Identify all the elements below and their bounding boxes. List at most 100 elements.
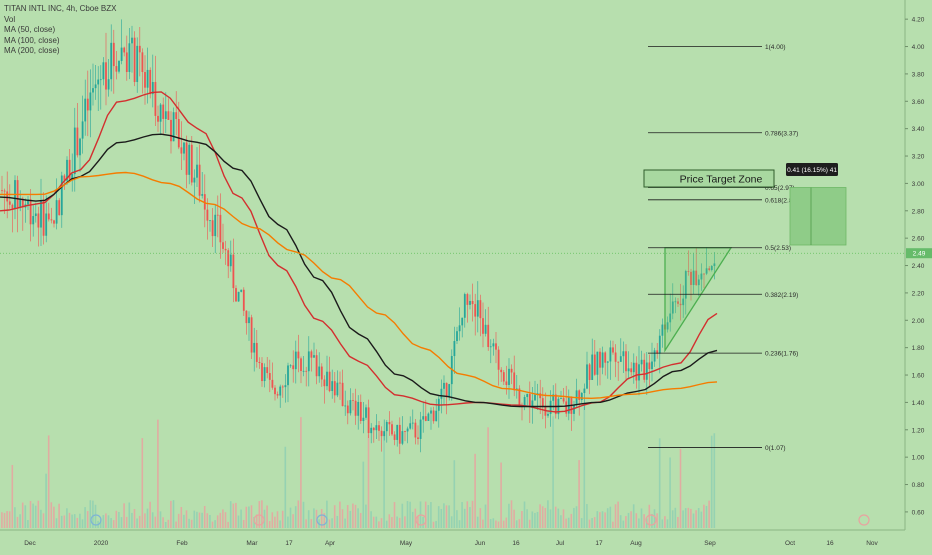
volume-bar (34, 505, 37, 528)
candle-body (700, 273, 703, 280)
legend-ma100[interactable]: MA (100, close) (4, 35, 60, 45)
volume-bar (687, 507, 690, 528)
volume-bar (713, 433, 716, 528)
candle-body (474, 304, 477, 317)
candle-body (284, 385, 287, 388)
volume-bar (461, 502, 463, 528)
volume-bar (586, 504, 588, 528)
candle-body (261, 363, 263, 382)
candle-body (671, 301, 674, 314)
volume-bar (193, 510, 196, 528)
volume-bar (625, 516, 627, 528)
volume-bar (388, 514, 391, 528)
candle-body (144, 72, 146, 88)
volume-bar (8, 511, 11, 528)
candle-body (440, 388, 443, 399)
candle-body (115, 66, 118, 72)
candle-body (3, 190, 6, 192)
volume-bar (562, 509, 565, 528)
candle-body (279, 386, 282, 396)
volume-bar (354, 504, 357, 528)
candle-body (81, 121, 84, 139)
measure-badge (786, 163, 838, 176)
volume-bar (227, 521, 229, 528)
candle-body (661, 324, 664, 336)
candle-body (552, 394, 555, 401)
volume-bar (671, 510, 674, 528)
volume-bar (120, 517, 123, 528)
volume-bar (240, 509, 242, 528)
time-tick-label: Jul (556, 540, 565, 547)
candle-body (539, 393, 542, 399)
price-axis-background (905, 0, 932, 530)
volume-bar (352, 503, 354, 528)
time-tick-label: Oct (785, 540, 795, 547)
volume-bar (242, 519, 245, 528)
candle-body (125, 52, 128, 72)
volume-bar (510, 500, 513, 528)
candle-body (424, 416, 427, 421)
fib-label: 0(1.07) (765, 445, 786, 452)
legend-volume[interactable]: Vol (4, 14, 16, 24)
candle-body (235, 288, 237, 302)
volume-bar (450, 516, 453, 528)
volume-bar (401, 503, 404, 528)
candle-body (458, 325, 461, 332)
candle-body (183, 142, 185, 154)
candle-body (653, 350, 656, 362)
volume-bar (297, 500, 300, 528)
candle-body (674, 301, 677, 303)
candle-body (248, 317, 250, 324)
volume-bar (141, 438, 144, 528)
candle-body (549, 400, 552, 414)
volume-bar (300, 417, 302, 528)
candle-body (656, 350, 659, 354)
candle-body (378, 425, 380, 431)
volume-bar (570, 513, 573, 528)
candle-body (266, 367, 269, 374)
volume-bar (313, 508, 315, 528)
time-tick-label: 17 (285, 540, 293, 547)
candle-body (73, 127, 76, 175)
candle-body (497, 349, 500, 370)
volume-bar (404, 516, 406, 528)
ma-line-200 (0, 171, 718, 400)
candle-body (526, 393, 529, 398)
volume-bar (500, 462, 502, 528)
legend-ma200[interactable]: MA (200, close) (4, 46, 60, 55)
volume-bar (201, 512, 203, 528)
candle-body (214, 214, 217, 237)
candle-body (690, 271, 692, 285)
volume-bar (440, 508, 443, 528)
volume-bar (599, 512, 601, 528)
candle-body (401, 431, 404, 444)
candle-body (427, 413, 430, 421)
volume-bar (385, 520, 388, 528)
volume-bar (471, 500, 474, 528)
legend-ma50[interactable]: MA (50, close) (4, 25, 56, 34)
candle-body (336, 382, 339, 396)
event-marker-icon (316, 514, 328, 526)
candle-body (622, 351, 625, 357)
volume-bar (209, 514, 211, 528)
volume-bar (274, 516, 276, 528)
candle-body (287, 365, 289, 386)
volume-bar (411, 511, 414, 528)
candle-body (328, 371, 331, 392)
candle-body (167, 111, 170, 120)
price-tick-label: 3.80 (912, 71, 925, 78)
volume-bar (497, 521, 500, 528)
candle-body (414, 422, 417, 438)
candle-body (604, 352, 607, 363)
volume-bar (583, 406, 586, 528)
volume-bar (487, 427, 489, 528)
candle-body (630, 368, 633, 373)
symbol-title[interactable]: TITAN INTL INC, 4h, Cboe BZX (4, 4, 117, 13)
candle-body (445, 382, 448, 398)
volume-bar (261, 500, 263, 528)
volume-bar (279, 520, 281, 528)
candle-body (370, 427, 373, 434)
candle-body (703, 273, 705, 275)
